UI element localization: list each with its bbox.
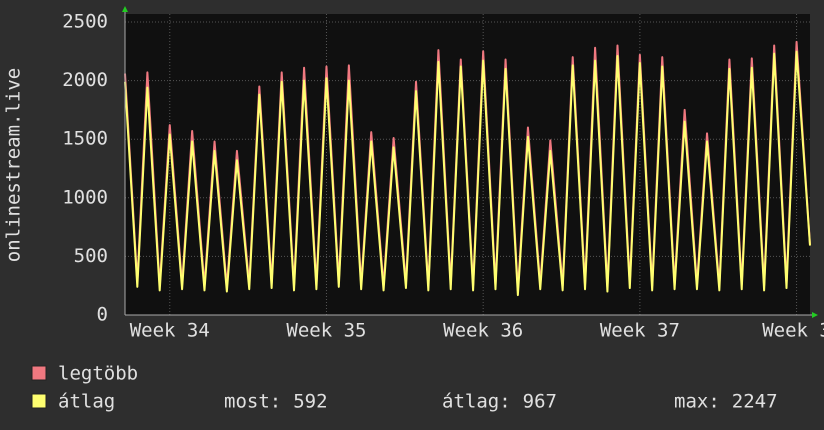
- y-tick-label: 0: [97, 304, 108, 326]
- x-tick-label: Week 36: [443, 320, 523, 342]
- x-tick-label: Week 37: [600, 320, 680, 342]
- stat-label: most:: [224, 391, 281, 413]
- axis-arrow: [812, 312, 818, 318]
- stat-value: 592: [293, 391, 327, 413]
- legend-label: átlag: [58, 391, 115, 413]
- x-tick-label: Week 34: [130, 320, 210, 342]
- stat-value: 967: [523, 391, 557, 413]
- legend-label: legtöbb: [58, 363, 138, 385]
- legend-swatch: [31, 365, 47, 381]
- legend-swatch: [31, 393, 47, 409]
- y-axis-label: onlinestream.live: [3, 68, 25, 262]
- stat-label: átlag:: [442, 391, 511, 413]
- plot: [124, 14, 811, 316]
- x-tick-label: Week 35: [286, 320, 366, 342]
- y-tick-label: 2500: [62, 11, 108, 33]
- x-tick-label: Week 3: [762, 320, 824, 342]
- y-tick-label: 1000: [62, 186, 108, 208]
- y-tick-label: 1500: [62, 128, 108, 150]
- y-tick-label: 500: [74, 245, 108, 267]
- series-line: [124, 50, 811, 297]
- axis-arrow: [122, 6, 128, 12]
- stat-label: max:: [674, 391, 720, 413]
- stat-value: 2247: [732, 391, 778, 413]
- y-tick-label: 2000: [62, 69, 108, 91]
